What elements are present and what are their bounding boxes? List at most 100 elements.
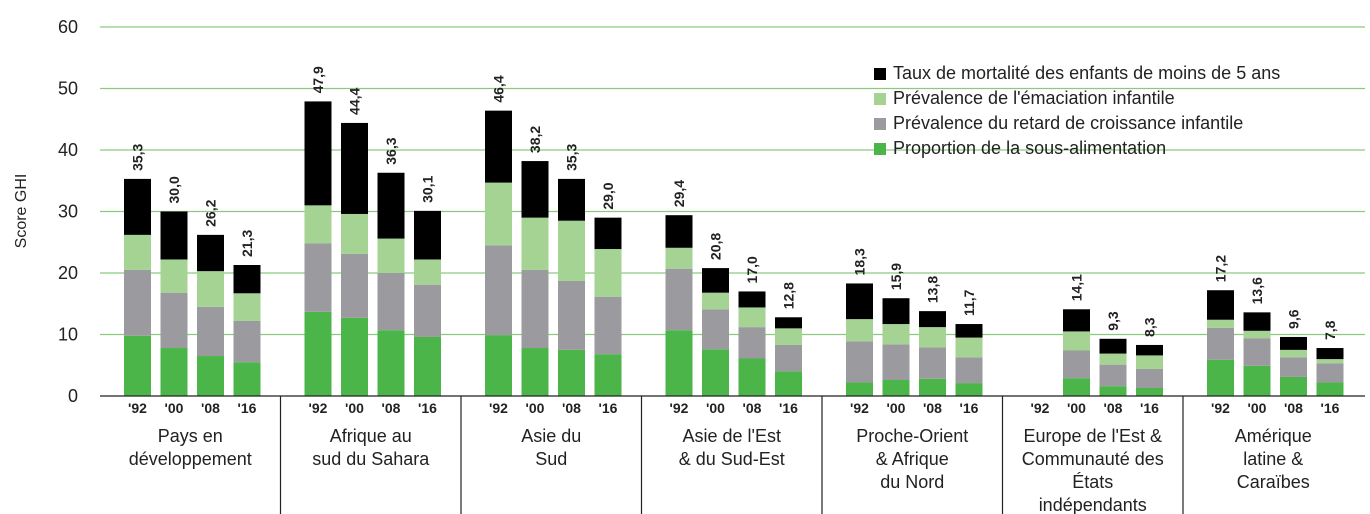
- group-label: latine &: [1243, 449, 1303, 469]
- total-label: 21,3: [239, 230, 255, 257]
- legend-label: Taux de mortalité des enfants de moins d…: [893, 63, 1280, 83]
- x-tick-label: '00: [345, 400, 364, 416]
- bar-segment: [414, 259, 441, 285]
- bar-segment: [414, 336, 441, 396]
- bar-segment: [738, 358, 766, 396]
- x-tick-label: '00: [1067, 400, 1086, 416]
- total-label: 47,9: [310, 66, 326, 93]
- bar-segment: [738, 327, 766, 359]
- group-label: Asie du: [521, 426, 581, 446]
- bar-segment: [702, 349, 729, 396]
- total-label: 11,7: [961, 289, 977, 316]
- total-label: 14,1: [1069, 274, 1085, 301]
- bar-segment: [1099, 353, 1127, 365]
- x-tick-label: '16: [418, 400, 437, 416]
- bar-segment: [233, 320, 261, 363]
- bar-segment: [304, 205, 332, 244]
- bar-segment: [377, 330, 405, 396]
- bar-segment: [882, 344, 910, 381]
- bar-segment: [233, 362, 261, 396]
- x-tick-label: '00: [165, 400, 184, 416]
- bar-segment: [1243, 365, 1271, 396]
- bar-segment: [1099, 338, 1127, 354]
- total-label: 17,0: [744, 256, 760, 283]
- group-label: & Afrique: [876, 449, 949, 469]
- total-label: 26,2: [203, 199, 219, 226]
- bar-segment: [1280, 349, 1307, 358]
- bar-segment: [197, 234, 224, 272]
- bar-segment: [160, 211, 188, 260]
- bar-segment: [1243, 330, 1271, 339]
- x-tick-label: '00: [1248, 400, 1267, 416]
- total-label: 30,1: [420, 175, 436, 202]
- bar-segment: [197, 356, 224, 396]
- bar-segment: [341, 253, 368, 318]
- bar-segment: [558, 220, 585, 281]
- x-tick-label: '08: [743, 400, 762, 416]
- bar-segment: [846, 319, 873, 342]
- total-label: 17,2: [1213, 255, 1229, 282]
- total-label: 20,8: [708, 233, 724, 260]
- bar-segment: [1136, 388, 1163, 396]
- bar-segment: [558, 280, 585, 350]
- total-label: 46,4: [491, 75, 507, 102]
- bar-segment: [377, 172, 405, 239]
- x-tick-label: '92: [670, 400, 689, 416]
- total-label: 36,3: [383, 137, 399, 164]
- bar-segment: [485, 245, 512, 336]
- bar-segment: [1099, 364, 1127, 387]
- x-tick-label: '00: [526, 400, 545, 416]
- bar-segment: [1207, 359, 1234, 396]
- bar-segment: [665, 215, 693, 248]
- x-tick-label: '92: [128, 400, 147, 416]
- bar-segment: [665, 247, 693, 269]
- bar-segment: [233, 265, 261, 294]
- bar-segment: [197, 271, 224, 307]
- bar-segment: [197, 306, 224, 357]
- bar-segment: [594, 296, 622, 355]
- group-label: Communauté des: [1022, 449, 1164, 469]
- bar-segment: [1316, 359, 1344, 364]
- bar-segment: [1316, 348, 1344, 360]
- bar-segment: [377, 273, 405, 331]
- total-label: 29,0: [600, 182, 616, 209]
- bar-segment: [233, 293, 261, 321]
- group-label: Asie de l'Est: [683, 426, 781, 446]
- bar-segment: [1280, 376, 1307, 396]
- bar-segment: [919, 347, 946, 379]
- bar-segment: [738, 307, 766, 328]
- bar-segment: [846, 382, 873, 396]
- x-tick-label: '92: [1211, 400, 1230, 416]
- total-label: 18,3: [852, 248, 868, 275]
- bar-segment: [919, 327, 946, 348]
- bar-segment: [558, 349, 585, 396]
- legend-label: Prévalence du retard de croissance infan…: [893, 113, 1243, 133]
- bar-segment: [702, 309, 729, 350]
- bar-segment: [955, 337, 983, 358]
- bar-segment: [919, 378, 946, 396]
- legend-swatch: [874, 143, 886, 155]
- x-tick-label: '16: [599, 400, 618, 416]
- bar-segment: [414, 210, 441, 260]
- bar-segment: [1207, 290, 1234, 320]
- group-label: Sud: [535, 449, 567, 469]
- bar-segment: [341, 317, 368, 396]
- x-tick-label: '16: [1140, 400, 1159, 416]
- x-tick-label: '08: [1104, 400, 1123, 416]
- bar-segment: [521, 269, 549, 349]
- bar-segment: [414, 284, 441, 337]
- bar-segment: [377, 238, 405, 273]
- group-label: Caraïbes: [1237, 472, 1310, 492]
- x-tick-label: '08: [923, 400, 942, 416]
- bar-segment: [341, 122, 368, 214]
- legend-swatch: [874, 68, 886, 80]
- total-label: 9,6: [1286, 309, 1302, 329]
- total-label: 35,3: [564, 143, 580, 170]
- bar-segment: [1136, 355, 1163, 369]
- legend-swatch: [874, 93, 886, 105]
- x-tick-label: '16: [1321, 400, 1340, 416]
- bar-segment: [1207, 319, 1234, 328]
- y-tick-label: 0: [68, 386, 78, 406]
- bar-segment: [1280, 336, 1307, 350]
- legend-swatch: [874, 118, 886, 130]
